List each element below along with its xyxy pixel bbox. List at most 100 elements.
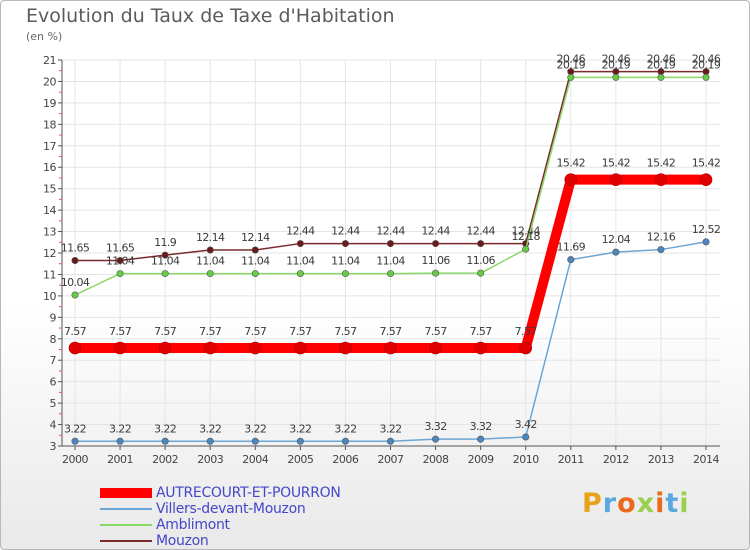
data-point-villers-devant-mouzon [522,433,530,441]
data-point-villers-devant-mouzon [657,246,665,254]
data-label-amblimont: 11.04 [196,255,225,268]
data-point-amblimont [612,73,620,81]
data-point-mouzon [341,240,349,248]
y-tick-label: 17 [43,140,56,153]
data-point-autrecourt-et-pourron [654,173,668,186]
data-point-amblimont [702,73,710,81]
x-tick-label: 2010 [513,453,539,466]
chart-title: Evolution du Taux de Taxe d'Habitation [26,5,395,27]
data-point-mouzon [161,251,169,259]
y-tick-label: 11 [43,268,56,281]
data-label-amblimont: 20.19 [647,58,676,71]
data-label-mouzon: 20.46 [602,53,631,66]
data-point-autrecourt-et-pourron [384,341,397,355]
data-label-amblimont: 20.19 [602,58,631,71]
x-tick-label: 2005 [287,453,313,466]
data-point-villers-devant-mouzon [341,437,349,445]
data-point-amblimont [522,245,530,253]
y-tick-label: 7 [50,354,57,367]
data-label-autrecourt-et-pourron: 7.57 [334,325,357,338]
data-point-autrecourt-et-pourron [248,341,262,355]
data-point-amblimont [206,270,214,278]
data-label-autrecourt-et-pourron: 7.57 [515,325,538,338]
y-tick-label: 18 [43,118,56,131]
x-tick-label: 2007 [378,453,404,466]
data-point-villers-devant-mouzon [477,435,485,443]
data-point-mouzon [116,257,124,265]
data-label-amblimont: 10.04 [61,276,90,289]
y-tick-label: 8 [50,333,57,346]
data-label-autrecourt-et-pourron: 15.42 [602,157,631,170]
data-point-autrecourt-et-pourron [429,341,442,355]
x-tick-label: 2006 [332,453,358,466]
data-point-autrecourt-et-pourron [294,341,307,355]
data-point-autrecourt-et-pourron [339,341,352,355]
legend-label: Amblimont [156,517,230,533]
data-point-amblimont [251,270,259,278]
brand-letter: i [679,488,690,519]
data-point-mouzon [296,240,304,248]
data-point-amblimont [567,73,575,81]
legend-swatch [100,524,152,526]
x-tick-label: 2012 [603,453,629,466]
y-tick-label: 6 [50,376,57,389]
data-label-villers-devant-mouzon: 3.22 [379,422,401,435]
data-label-autrecourt-et-pourron: 7.57 [379,325,402,338]
data-point-amblimont [386,270,394,278]
data-label-amblimont: 11.04 [286,255,315,268]
data-point-mouzon [432,240,440,248]
data-point-mouzon [477,240,485,248]
y-tick-label: 20 [43,75,56,88]
y-tick-label: 15 [43,183,56,196]
data-point-autrecourt-et-pourron [564,173,578,186]
data-point-villers-devant-mouzon [206,437,214,445]
data-label-autrecourt-et-pourron: 7.57 [199,325,222,338]
data-label-villers-devant-mouzon: 3.32 [425,420,447,433]
y-tick-label: 13 [43,226,56,239]
data-label-mouzon: 11.65 [106,242,135,255]
data-label-mouzon: 11.9 [154,236,177,249]
legend-label: AUTRECOURT-ET-POURRON [156,485,341,501]
data-label-mouzon: 12.14 [196,231,225,244]
data-point-villers-devant-mouzon [386,437,394,445]
data-label-autrecourt-et-pourron: 15.42 [692,157,721,170]
data-point-amblimont [432,269,440,277]
data-label-villers-devant-mouzon: 12.04 [602,233,631,246]
brand-letter: i [655,488,666,519]
data-label-mouzon: 20.46 [557,53,586,66]
data-label-mouzon: 12.44 [331,225,360,238]
x-tick-label: 2001 [107,453,133,466]
data-label-mouzon: 20.46 [647,53,676,66]
data-label-autrecourt-et-pourron: 7.57 [64,325,87,338]
data-label-villers-devant-mouzon: 3.22 [154,422,176,435]
data-point-villers-devant-mouzon [251,437,259,445]
brand-logo: Proxiti [582,488,690,519]
y-tick-label: 10 [43,290,56,303]
data-label-amblimont: 11.04 [241,255,270,268]
data-label-amblimont: 11.06 [466,254,495,267]
data-point-mouzon [206,246,214,254]
y-tick-label: 3 [50,440,57,453]
data-label-mouzon: 12.44 [421,225,450,238]
data-point-autrecourt-et-pourron [519,341,533,355]
x-tick-label: 2013 [648,453,674,466]
data-label-autrecourt-et-pourron: 15.42 [647,157,676,170]
x-tick-label: 2003 [197,453,223,466]
x-tick-label: 2004 [242,453,268,466]
brand-letter: t [665,488,680,519]
brand-letter: P [582,488,603,519]
data-point-mouzon [251,246,259,254]
y-tick-label: 19 [43,97,56,110]
data-label-mouzon: 12.44 [286,225,315,238]
data-label-mouzon: 12.44 [511,225,540,238]
x-tick-label: 2002 [152,453,178,466]
x-tick-label: 2000 [62,453,88,466]
x-tick-label: 2009 [468,453,494,466]
data-point-villers-devant-mouzon [567,256,575,264]
x-tick-label: 2011 [558,453,584,466]
data-label-villers-devant-mouzon: 3.42 [515,418,537,431]
data-point-villers-devant-mouzon [432,435,440,443]
data-label-autrecourt-et-pourron: 7.57 [425,325,448,338]
